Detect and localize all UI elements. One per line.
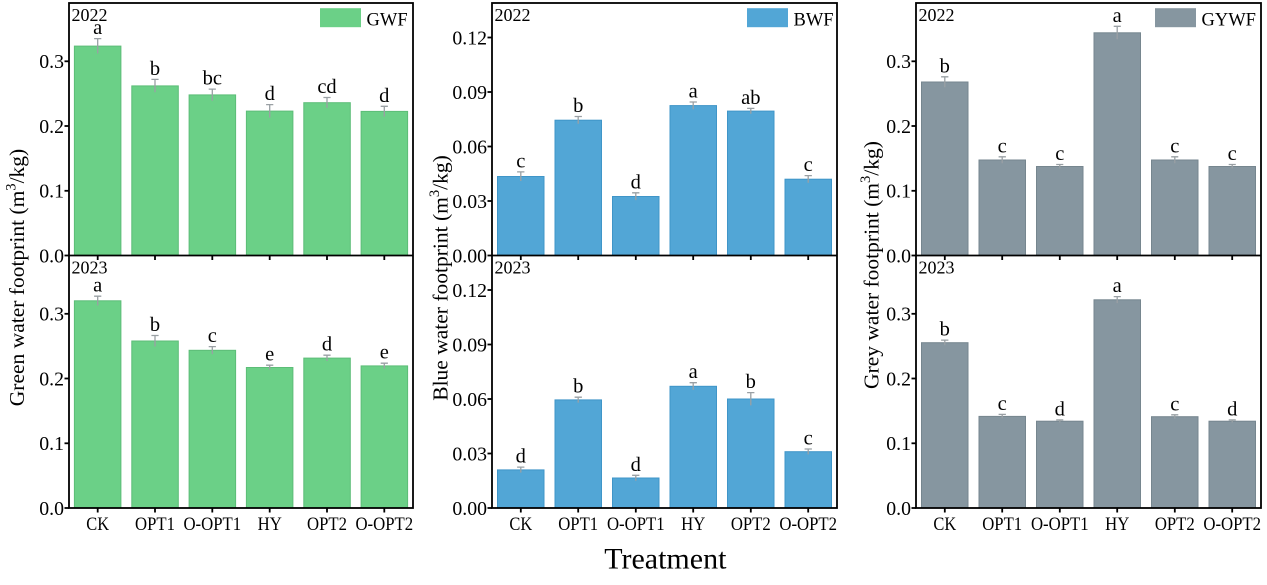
svg-text:c: c: [804, 428, 813, 450]
svg-text:0.2: 0.2: [886, 116, 911, 138]
svg-text:0.00: 0.00: [452, 498, 487, 520]
svg-text:GYWF: GYWF: [1202, 10, 1256, 30]
svg-text:Treatment: Treatment: [604, 543, 727, 576]
svg-text:HY: HY: [1105, 514, 1129, 535]
svg-text:b: b: [940, 319, 950, 341]
svg-text:bc: bc: [203, 68, 222, 90]
svg-text:0.1: 0.1: [39, 181, 64, 203]
svg-text:0.3: 0.3: [39, 51, 64, 73]
svg-text:a: a: [93, 17, 102, 39]
svg-text:0.00: 0.00: [452, 245, 487, 267]
svg-text:cd: cd: [317, 76, 336, 98]
svg-text:O-OPT2: O-OPT2: [779, 514, 837, 535]
svg-text:c: c: [804, 154, 813, 176]
svg-text:CK: CK: [86, 514, 109, 535]
svg-text:a: a: [689, 361, 698, 383]
svg-text:0.3: 0.3: [886, 51, 911, 73]
svg-text:O-OPT1: O-OPT1: [607, 514, 665, 535]
svg-text:d: d: [1055, 398, 1065, 420]
svg-text:0.2: 0.2: [886, 368, 911, 390]
svg-text:c: c: [998, 135, 1007, 157]
svg-text:c: c: [1055, 143, 1064, 165]
svg-text:OPT1: OPT1: [558, 514, 598, 535]
svg-text:0.3: 0.3: [39, 304, 64, 326]
svg-text:GWF: GWF: [367, 10, 408, 30]
svg-text:0.0: 0.0: [39, 245, 64, 267]
svg-text:O-OPT1: O-OPT1: [1031, 514, 1089, 535]
svg-text:b: b: [573, 95, 583, 117]
svg-text:O-OPT2: O-OPT2: [355, 514, 413, 535]
svg-text:0.03: 0.03: [452, 443, 487, 465]
svg-text:2022: 2022: [72, 5, 108, 25]
svg-text:a: a: [1113, 5, 1122, 27]
svg-text:e: e: [265, 344, 274, 366]
svg-text:d: d: [631, 171, 641, 193]
svg-text:0.1: 0.1: [886, 181, 911, 203]
svg-text:b: b: [150, 58, 160, 80]
svg-text:a: a: [93, 275, 102, 297]
svg-text:c: c: [998, 393, 1007, 415]
svg-text:CK: CK: [509, 514, 532, 535]
svg-text:c: c: [1170, 135, 1179, 157]
svg-text:2023: 2023: [72, 257, 108, 277]
svg-text:d: d: [631, 454, 641, 476]
svg-text:d: d: [1227, 398, 1237, 420]
svg-text:2022: 2022: [919, 5, 955, 25]
svg-text:b: b: [573, 376, 583, 398]
svg-text:OPT2: OPT2: [731, 514, 771, 535]
svg-text:d: d: [516, 446, 526, 468]
svg-text:O-OPT2: O-OPT2: [1203, 514, 1261, 535]
svg-text:0.09: 0.09: [452, 82, 487, 104]
svg-text:0.0: 0.0: [886, 245, 911, 267]
svg-text:b: b: [150, 314, 160, 336]
svg-text:0.0: 0.0: [886, 498, 911, 520]
svg-text:0.1: 0.1: [39, 433, 64, 455]
svg-text:2023: 2023: [919, 257, 955, 277]
svg-text:OPT2: OPT2: [1155, 514, 1195, 535]
svg-text:d: d: [379, 85, 389, 107]
svg-text:0.06: 0.06: [452, 389, 487, 411]
svg-text:c: c: [1228, 143, 1237, 165]
svg-text:OPT1: OPT1: [135, 514, 175, 535]
svg-text:e: e: [380, 342, 389, 364]
svg-text:d: d: [322, 334, 332, 356]
svg-text:c: c: [208, 325, 217, 347]
svg-text:c: c: [1170, 393, 1179, 415]
svg-text:BWF: BWF: [794, 10, 834, 30]
svg-text:b: b: [746, 371, 756, 393]
svg-text:0.0: 0.0: [39, 498, 64, 520]
svg-text:0.2: 0.2: [39, 116, 64, 138]
svg-text:O-OPT1: O-OPT1: [183, 514, 241, 535]
svg-text:0.2: 0.2: [39, 368, 64, 390]
svg-text:2023: 2023: [495, 257, 531, 277]
svg-text:a: a: [689, 81, 698, 103]
svg-text:0.09: 0.09: [452, 334, 487, 356]
svg-text:0.06: 0.06: [452, 136, 487, 158]
svg-text:2022: 2022: [495, 5, 531, 25]
svg-text:ab: ab: [741, 87, 760, 109]
svg-text:Green water footprint (m3/kg): Green water footprint (m3/kg): [3, 149, 29, 406]
svg-text:0.3: 0.3: [886, 304, 911, 326]
svg-text:0.12: 0.12: [452, 280, 487, 302]
svg-text:OPT2: OPT2: [307, 514, 347, 535]
svg-text:0.1: 0.1: [886, 433, 911, 455]
svg-text:HY: HY: [681, 514, 705, 535]
svg-text:0.12: 0.12: [452, 27, 487, 49]
svg-text:d: d: [265, 83, 275, 105]
svg-text:HY: HY: [258, 514, 282, 535]
svg-text:b: b: [940, 55, 950, 77]
svg-text:CK: CK: [933, 514, 956, 535]
svg-text:OPT1: OPT1: [982, 514, 1022, 535]
svg-text:a: a: [1113, 275, 1122, 297]
svg-text:0.03: 0.03: [452, 191, 487, 213]
svg-text:c: c: [516, 150, 525, 172]
